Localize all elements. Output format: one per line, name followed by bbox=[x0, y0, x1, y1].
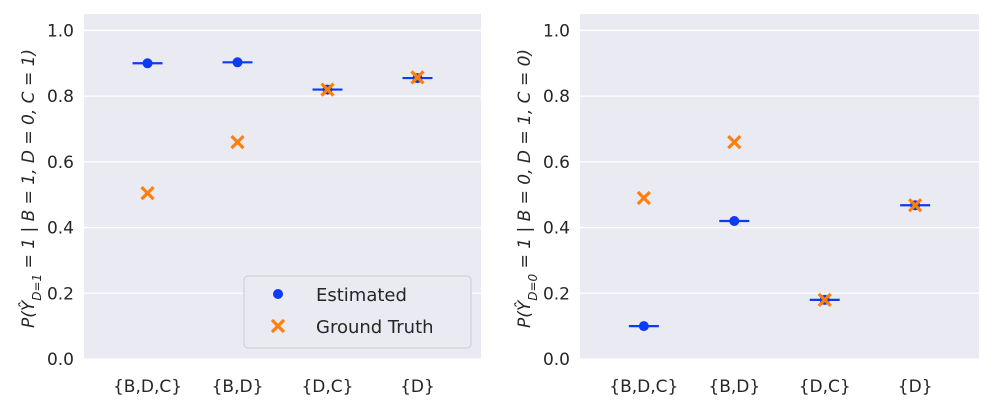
x-tick-label: {B,D} bbox=[708, 377, 760, 397]
ground-truth-point bbox=[817, 292, 832, 307]
ground-truth-point bbox=[320, 82, 335, 97]
ground-truth-point bbox=[727, 135, 742, 150]
y-tick-label: 1.0 bbox=[543, 21, 570, 41]
ground-truth-point bbox=[410, 70, 425, 85]
ground-truth-point bbox=[140, 185, 155, 201]
x-tick-label: {D} bbox=[400, 377, 435, 397]
y-tick-label: 0.2 bbox=[47, 284, 74, 304]
ground-truth-point bbox=[636, 190, 651, 206]
y-tick-label: 0.4 bbox=[47, 219, 74, 239]
x-tick-label: {D,C} bbox=[799, 377, 851, 397]
x-tick-label: {D} bbox=[898, 377, 933, 397]
y-tick-label: 0.0 bbox=[543, 350, 570, 370]
chart-left: 0.0 0.2 0.4 0.6 0.8 1.0 {B,D,C} {B,D} {D,C} {D} P(… bbox=[17, 14, 481, 397]
estimated-point bbox=[232, 57, 243, 68]
y-tick-label: 0.8 bbox=[543, 87, 570, 107]
y-tick-label: 0.4 bbox=[543, 219, 570, 239]
x-tick-label: {B,D,C} bbox=[113, 377, 182, 397]
legend-box bbox=[243, 275, 472, 349]
y-tick-label: 0.8 bbox=[47, 87, 74, 107]
y-tick-label: 1.0 bbox=[47, 21, 74, 41]
estimated-point bbox=[638, 321, 649, 332]
plot-background bbox=[580, 14, 979, 359]
legend: Estimated Ground Truth bbox=[243, 275, 472, 349]
y-axis-label: P(ŶD=1 = 1 | B = 1, D = 0, C = 1) bbox=[17, 49, 44, 328]
estimated-point bbox=[142, 58, 153, 69]
x-tick-label: {B,D} bbox=[212, 377, 264, 397]
ground-truth-point bbox=[908, 198, 923, 213]
legend-ground-truth-marker bbox=[270, 318, 286, 334]
y-axis-label: P(ŶD=0 = 1 | B = 0, D = 1, C = 0) bbox=[513, 49, 540, 328]
chart-right: 0.0 0.2 0.4 0.6 0.8 1.0 {B,D,C} {B,D} {D,C} {D} P(… bbox=[513, 14, 979, 397]
legend-estimated-label: Estimated bbox=[316, 285, 407, 306]
x-tick-label: {B,D,C} bbox=[609, 377, 678, 397]
estimated-point bbox=[729, 216, 740, 226]
y-tick-label: 0.6 bbox=[47, 153, 74, 173]
y-tick-label: 0.2 bbox=[543, 284, 570, 304]
y-tick-label: 0.0 bbox=[47, 350, 74, 370]
x-tick-label: {D,C} bbox=[301, 377, 353, 397]
ground-truth-point bbox=[230, 135, 245, 150]
y-tick-label: 0.6 bbox=[543, 153, 570, 173]
legend-ground-truth-label: Ground Truth bbox=[316, 317, 434, 338]
legend-estimated-marker bbox=[273, 289, 283, 299]
